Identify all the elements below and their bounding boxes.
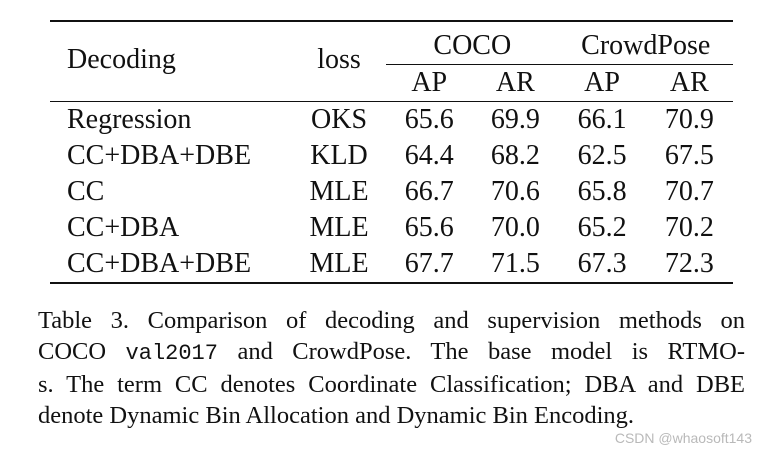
cell-crowdpose-ar: 67.5: [664, 140, 714, 171]
caption-code-val2017: val2017: [125, 341, 218, 366]
header-coco-ap: AP: [411, 67, 448, 98]
caption-line-4: denote Dynamic Bin Allocation and Dynami…: [38, 402, 635, 429]
cell-coco-ap: 67.7: [386, 246, 473, 284]
watermark: CSDN @whaosoft143: [614, 430, 752, 446]
cell-coco-ap: 65.6: [404, 212, 454, 243]
cell-coco-ar: 68.2: [490, 140, 540, 171]
cell-loss: KLD: [310, 140, 368, 171]
caption-line-3: s. The term CC denotes Coordinate Classi…: [38, 371, 745, 398]
results-table: Decoding loss COCO CrowdPose AP AR AP AR…: [50, 20, 733, 284]
cell-coco-ar: 69.9: [490, 104, 540, 135]
cell-coco-ap: 65.6: [404, 104, 454, 135]
cell-coco-ar: 70.6: [490, 176, 540, 207]
cell-decoding: Regression: [67, 104, 192, 135]
table-row: CC+DBA MLE 65.6 70.0 65.2 70.2: [50, 210, 733, 246]
cell-decoding: CC+DBA+DBE: [50, 246, 292, 284]
header-row-2: AP AR AP AR: [50, 65, 733, 102]
cell-crowdpose-ar: 70.9: [664, 104, 714, 135]
header-crowdpose-ap: AP: [584, 67, 620, 98]
cell-crowdpose-ap: 66.1: [577, 104, 627, 135]
cell-loss: MLE: [309, 176, 369, 207]
cell-loss: OKS: [311, 104, 368, 135]
cell-loss: MLE: [309, 212, 369, 243]
table-row-best: CC+DBA+DBE MLE 67.7 71.5 67.3 72.3: [50, 246, 733, 284]
cell-crowdpose-ap: 65.8: [577, 176, 627, 207]
cell-decoding: CC: [67, 176, 105, 207]
caption-line-2: COCO val2017 and CrowdPose. The base mod…: [38, 336, 745, 369]
cell-coco-ar: 71.5: [472, 246, 559, 284]
header-decoding: Decoding: [67, 43, 176, 75]
cell-crowdpose-ap: 67.3: [558, 246, 646, 284]
header-group-coco: COCO: [386, 21, 559, 65]
header-crowdpose-ar: AR: [669, 67, 709, 98]
table-row: CC+DBA+DBE KLD 64.4 68.2 62.5 67.5: [50, 138, 733, 174]
header-row-1: Decoding loss COCO CrowdPose: [50, 21, 733, 73]
cell-crowdpose-ap: 65.2: [577, 212, 627, 243]
table-row: Regression OKS 65.6 69.9 66.1 70.9: [50, 102, 733, 139]
cell-coco-ar: 70.0: [490, 212, 540, 243]
cell-coco-ap: 64.4: [404, 140, 454, 171]
cell-coco-ap: 66.7: [404, 176, 454, 207]
caption-line-1: Table 3. Comparison of decoding and supe…: [38, 307, 745, 334]
caption-line-2-end: and CrowdPose. The base model is RTMO-: [217, 338, 745, 365]
cell-crowdpose-ap: 62.5: [577, 140, 627, 171]
cell-crowdpose-ar: 70.7: [664, 176, 714, 207]
header-loss: loss: [317, 43, 361, 75]
cell-decoding: CC+DBA: [67, 212, 180, 243]
table-caption: Table 3. Comparison of decoding and supe…: [38, 305, 745, 431]
cell-crowdpose-ar: 72.3: [645, 246, 733, 284]
header-group-crowdpose: CrowdPose: [558, 21, 733, 65]
cell-crowdpose-ar: 70.2: [664, 212, 714, 243]
header-coco-ar: AR: [495, 67, 535, 98]
cell-loss: MLE: [291, 246, 387, 284]
table-row: CC MLE 66.7 70.6 65.8 70.7: [50, 174, 733, 210]
cell-decoding: CC+DBA+DBE: [67, 140, 252, 171]
caption-line-2-start: COCO: [38, 338, 126, 365]
